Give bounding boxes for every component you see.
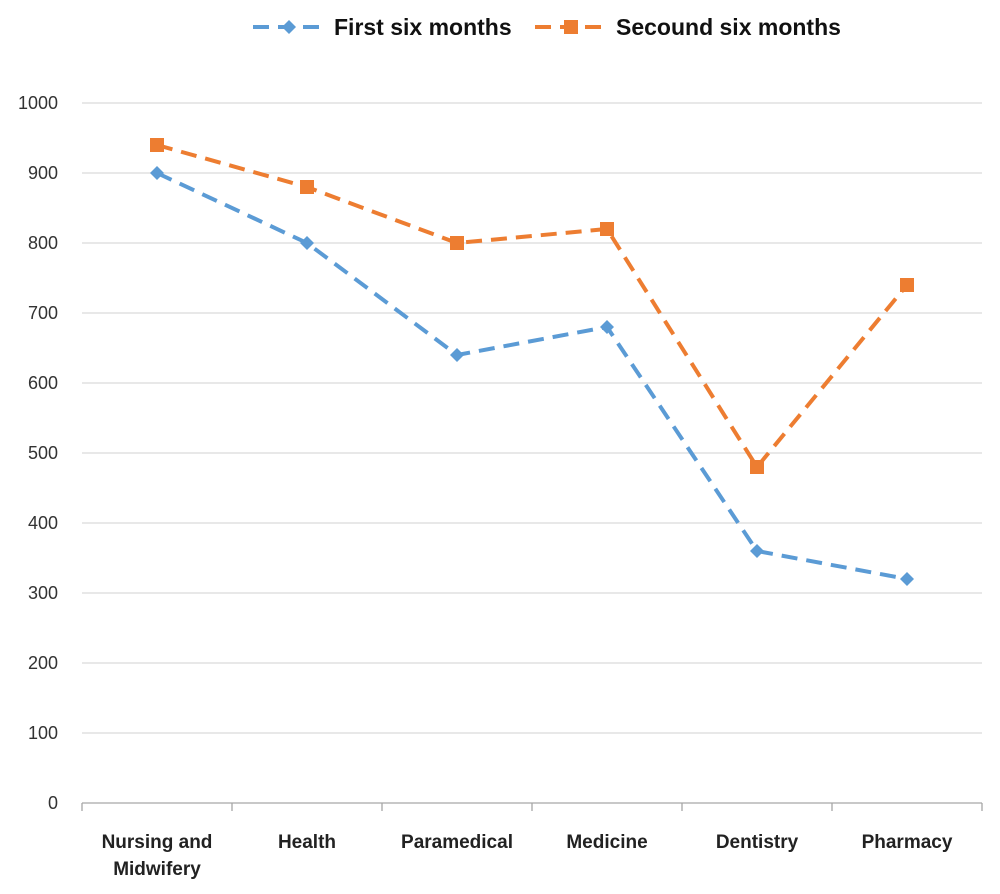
legend-marker-0 bbox=[282, 20, 296, 34]
legend-label-0: First six months bbox=[334, 14, 512, 40]
data-point-1-4 bbox=[750, 460, 764, 474]
data-point-1-5 bbox=[900, 278, 914, 292]
legend-label-1: Secound six months bbox=[616, 14, 841, 40]
data-point-1-1 bbox=[300, 180, 314, 194]
x-tick-label-2: Paramedical bbox=[401, 832, 513, 853]
legend-marker-1 bbox=[564, 20, 578, 34]
data-point-0-0 bbox=[150, 166, 164, 180]
y-tick-label-300: 300 bbox=[28, 583, 58, 603]
y-tick-label-200: 200 bbox=[28, 653, 58, 673]
series-0 bbox=[150, 166, 914, 586]
y-tick-label-0: 0 bbox=[48, 793, 58, 813]
data-point-1-2 bbox=[450, 236, 464, 250]
series-1 bbox=[150, 138, 914, 474]
legend-item-1: Secound six months bbox=[535, 14, 841, 40]
y-tick-label-500: 500 bbox=[28, 443, 58, 463]
axes: 0 100 200 300 400 500 600 700 800 900 1000 Nursing … bbox=[18, 93, 983, 880]
data-point-0-1 bbox=[300, 236, 314, 250]
x-tick-label-5: Pharmacy bbox=[862, 832, 953, 853]
data-point-0-2 bbox=[450, 348, 464, 362]
data-point-0-5 bbox=[900, 572, 914, 586]
y-tick-label-800: 800 bbox=[28, 233, 58, 253]
series-line-1 bbox=[156, 143, 909, 469]
x-tick-label-1: Health bbox=[278, 832, 336, 853]
data-point-1-3 bbox=[600, 222, 614, 236]
legend: First six months Secound six months bbox=[253, 14, 841, 40]
y-tick-label-400: 400 bbox=[28, 513, 58, 533]
y-tick-label-1000: 1000 bbox=[18, 93, 58, 113]
x-tick-label-3: Medicine bbox=[566, 832, 647, 853]
y-tick-label-100: 100 bbox=[28, 723, 58, 743]
series-line-0 bbox=[156, 171, 908, 581]
y-tick-label-600: 600 bbox=[28, 373, 58, 393]
data-point-0-4 bbox=[750, 544, 764, 558]
x-tick-label-0: Nursing and Midwifery bbox=[102, 832, 213, 880]
x-tick-label-4: Dentistry bbox=[716, 832, 799, 853]
data-point-1-0 bbox=[150, 138, 164, 152]
series-lines bbox=[150, 138, 914, 586]
y-tick-label-700: 700 bbox=[28, 303, 58, 323]
data-point-0-3 bbox=[600, 320, 614, 334]
y-tick-label-900: 900 bbox=[28, 163, 58, 183]
legend-item-0: First six months bbox=[253, 14, 512, 40]
gridlines bbox=[82, 102, 982, 734]
